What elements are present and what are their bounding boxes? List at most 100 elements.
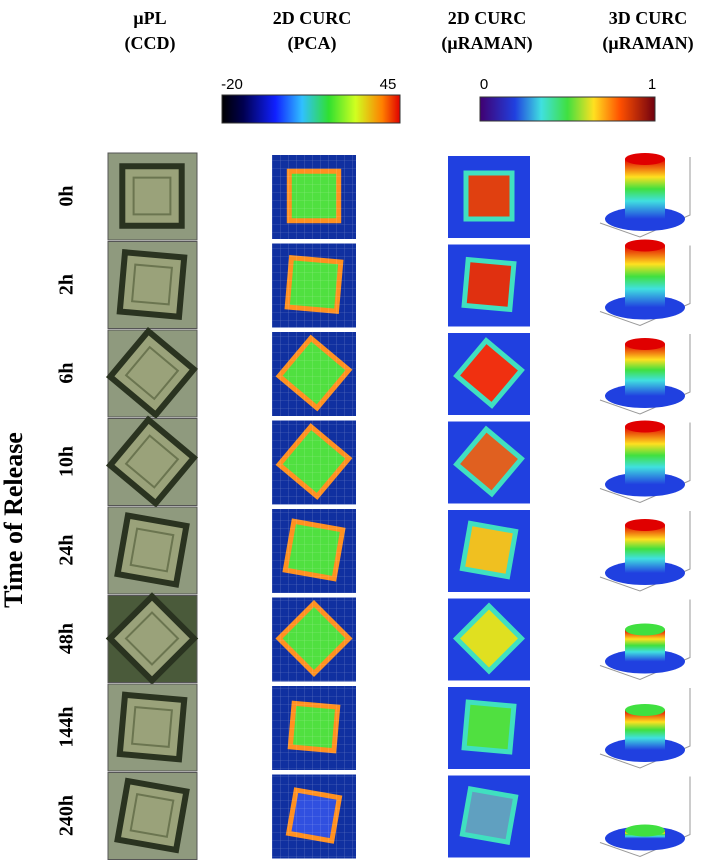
raman-3d [590,772,700,861]
row-label: 240h [56,795,78,836]
column-top [625,623,665,636]
crystal-frame [114,512,190,588]
ccd-image [107,772,198,860]
ccd-image [107,152,198,241]
row-label: 24h [56,534,78,565]
ccd-image [105,326,199,420]
crystal-inner [124,434,180,489]
colorbar-max: 1 [648,76,656,93]
column [625,344,665,396]
raman-3d [590,418,700,507]
row-label: 10h [56,446,78,477]
pca-map [272,155,356,239]
column-top [625,420,665,433]
column [625,245,665,308]
column [625,525,665,573]
map-core [460,432,518,491]
column-top [625,704,665,716]
colorbar [479,96,656,122]
row-label: 0h [56,185,78,206]
crystal-inner [129,527,175,573]
raman-map [448,421,530,504]
crystal-frame [105,326,199,420]
map-core [466,704,512,750]
map-grid [272,774,356,859]
raman-3d [590,330,700,418]
map-grid [272,155,356,239]
pca-map [272,509,356,593]
map-core [465,526,513,574]
crystal-frame [116,691,188,763]
y-axis-label: Time of Release [0,432,28,608]
row-label: 48h [56,623,78,654]
crystal-frame [105,592,199,685]
map-core [466,262,512,307]
column-header: (μRAMAN) [441,33,532,54]
map-grid [272,332,356,416]
crystal-frame [105,415,199,508]
crystal-frame [119,163,185,229]
row-label: 6h [56,362,78,383]
ccd-image [107,683,198,772]
column-header: 2D CURC [273,8,352,28]
map-grid [272,597,356,682]
ccd-image [105,592,199,685]
crystal-inner [124,345,180,401]
pca-map [272,686,356,770]
column-header: 2D CURC [448,8,527,28]
colorbar [221,94,401,124]
column [625,710,665,750]
crystal-frame [116,249,188,320]
ccd-image [107,506,198,595]
column-header: (CCD) [125,33,176,54]
crystal-inner [131,263,173,306]
map-core [465,791,513,840]
colorbar-max: 45 [380,76,397,93]
raman-3d [590,239,700,330]
colorbar-min: 0 [480,76,488,93]
column-header: 3D CURC [609,8,688,28]
crystal-frame [114,777,190,854]
crystal-inner [131,706,173,748]
pca-map [272,332,356,416]
row-label: 144h [56,706,78,747]
map-grid [272,420,356,505]
column-top [625,239,665,252]
column-header: μPL [133,8,166,28]
map-core [468,175,510,217]
pca-map [272,420,356,505]
column-top [625,824,665,837]
ccd-image [107,241,198,329]
raman-map [448,775,530,858]
raman-map [448,598,530,681]
raman-map [448,156,530,238]
ccd-image [105,415,199,508]
pca-map [272,774,356,859]
raman-map [448,510,530,592]
raman-map [448,333,530,415]
crystal-inner [132,176,172,216]
pca-map [272,597,356,682]
raman-3d [590,153,700,241]
crystal-inner [124,611,180,666]
column-top [625,338,665,350]
column-top [625,519,665,531]
raman-map [448,687,530,769]
column [625,159,665,219]
column [625,426,665,485]
crystal-inner [129,793,175,838]
raman-map [448,244,530,327]
column-header: (μRAMAN) [602,33,693,54]
pca-map [272,243,356,328]
map-core [460,344,518,402]
raman-3d [590,684,700,772]
map-grid [272,686,356,770]
column-header: (PCA) [288,33,337,54]
map-core [460,609,518,668]
raman-3d [590,507,700,595]
colorbar-min: -20 [221,76,243,93]
map-grid [272,243,356,328]
map-grid [272,509,356,593]
raman-3d [590,595,700,684]
